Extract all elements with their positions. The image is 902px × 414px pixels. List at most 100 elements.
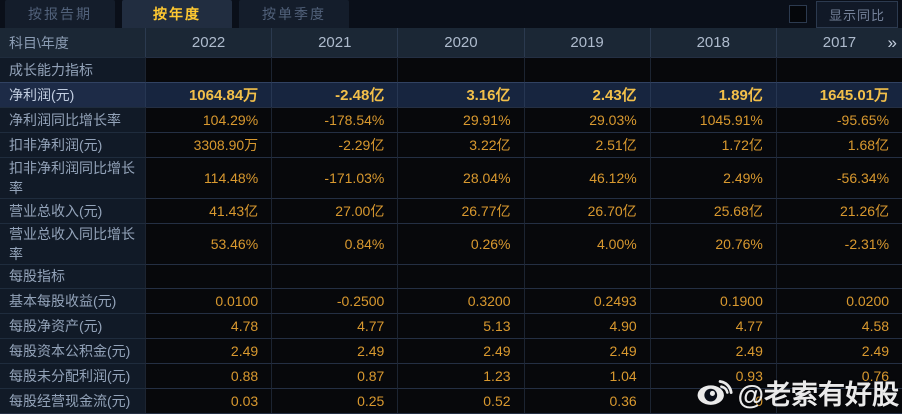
- value-cell: 0.87: [271, 363, 398, 389]
- row-label: 每股资本公积金(元): [0, 338, 145, 364]
- value-cell: 0.0200: [775, 288, 902, 314]
- value-cell: 4.77: [271, 313, 398, 339]
- value-cell: -2.31%: [775, 222, 902, 264]
- value-cell: 1645.01万: [775, 81, 902, 107]
- value-cell: 0: [649, 388, 776, 413]
- year-column-header[interactable]: 2018: [649, 28, 776, 57]
- value-cell: 0.0100: [145, 288, 272, 314]
- value-cell: [775, 263, 902, 289]
- row-label: 扣非净利润(元): [0, 131, 145, 157]
- value-cell: 26.77亿: [397, 197, 524, 223]
- value-cell: 1.72亿: [649, 131, 776, 157]
- value-cell: 29.03%: [523, 106, 650, 132]
- value-cell: 1045.91%: [649, 106, 776, 132]
- value-cell: 4.77: [649, 313, 776, 339]
- value-cell: 27.00亿: [271, 197, 398, 223]
- value-cell: 2.49: [649, 338, 776, 364]
- row-label: 基本每股收益(元): [0, 288, 145, 314]
- value-cell: -0.2500: [271, 288, 398, 314]
- value-cell: -56.34%: [775, 156, 902, 198]
- value-cell: 2.49%: [649, 156, 776, 198]
- value-cell: 2.49: [775, 338, 902, 364]
- indicator-row: 营业总收入(元) 41.43亿 27.00亿 26.77亿 26.70亿 25.68亿 21…: [0, 197, 902, 223]
- year-column-header[interactable]: 2020: [397, 28, 523, 57]
- tabbar-right-controls: 显示同比: [788, 0, 902, 28]
- value-cell: -95.65%: [775, 106, 902, 132]
- indicator-row: 净利润同比增长率 104.29% -178.54% 29.91% 29.03% 1045.…: [0, 106, 902, 132]
- value-cell: 26.70亿: [523, 197, 650, 223]
- value-cell: 4.58: [775, 313, 902, 339]
- value-cell: 1.23: [397, 363, 524, 389]
- value-cell: -2.48亿: [271, 81, 398, 107]
- value-cell: [271, 57, 398, 82]
- year-column-header[interactable]: 2017: [775, 28, 902, 57]
- section-header-row: 成长能力指标: [0, 57, 902, 82]
- value-cell: 2.43亿: [523, 81, 650, 107]
- value-cell: 21.26亿: [775, 197, 902, 223]
- value-cell: 2.49: [271, 338, 398, 364]
- row-label: 净利润(元): [0, 81, 145, 107]
- value-cell: 0.1900: [649, 288, 776, 314]
- corner-header: 科目\年度: [9, 34, 69, 51]
- value-cell: [775, 57, 902, 82]
- section-header-row: 每股指标: [0, 263, 902, 289]
- indicator-row: 营业总收入同比增长率 53.46% 0.84% 0.26% 4.00% 20.76% -2.…: [0, 222, 902, 264]
- value-cell: 1.89亿: [649, 81, 776, 107]
- value-cell: 0.3200: [397, 288, 524, 314]
- tab-report-period[interactable]: 按报告期: [5, 0, 115, 28]
- indicator-row: 每股资本公积金(元) 2.49 2.49 2.49 2.49 2.49 2.49: [0, 338, 902, 364]
- value-cell: 4.78: [145, 313, 272, 339]
- value-cell: 4.00%: [523, 222, 650, 264]
- value-cell: -171.03%: [271, 156, 398, 198]
- value-cell: 0.03: [145, 388, 272, 413]
- row-label: 营业总收入(元): [0, 197, 145, 223]
- value-cell: 28.04%: [397, 156, 524, 198]
- year-column-header[interactable]: 2022: [145, 28, 271, 57]
- value-cell: [523, 57, 650, 82]
- value-cell: [649, 57, 776, 82]
- tab-by-quarter[interactable]: 按单季度: [239, 0, 349, 28]
- value-cell: 1.04: [523, 363, 650, 389]
- value-cell: [649, 263, 776, 289]
- value-cell: -178.54%: [271, 106, 398, 132]
- show-yoy-toggle-button[interactable]: 显示同比: [815, 0, 898, 28]
- value-cell: 0.36: [523, 388, 650, 413]
- value-cell: -2.29亿: [271, 131, 398, 157]
- indicator-row: 扣非净利润同比增长率 114.48% -171.03% 28.04% 46.12% 2.4…: [0, 156, 902, 198]
- year-column-header[interactable]: 2019: [523, 28, 650, 57]
- value-cell: 0.2493: [523, 288, 650, 314]
- value-cell: 3.16亿: [397, 81, 524, 107]
- indicator-row: 扣非净利润(元) 3308.90万 -2.29亿 3.22亿 2.51亿 1.72亿 1.6…: [0, 131, 902, 157]
- more-years-icon[interactable]: »: [887, 32, 898, 52]
- row-label: 每股净资产(元): [0, 313, 145, 339]
- value-cell: [397, 263, 524, 289]
- indicator-row: 基本每股收益(元) 0.0100 -0.2500 0.3200 0.2493 0.1900…: [0, 288, 902, 314]
- value-cell: 0.93: [649, 363, 776, 389]
- value-cell: 2.51亿: [523, 131, 650, 157]
- show-yoy-checkbox[interactable]: [788, 5, 807, 23]
- value-cell: 25.68亿: [649, 197, 776, 223]
- value-cell: 20.76%: [649, 222, 776, 264]
- value-cell: 2.49: [145, 338, 272, 364]
- value-cell: 29.91%: [397, 106, 524, 132]
- value-cell: [271, 263, 398, 289]
- value-cell: 0.84%: [271, 222, 398, 264]
- indicator-row: 净利润(元) 1064.84万 -2.48亿 3.16亿 2.43亿 1.89亿 1645.…: [0, 81, 902, 107]
- value-cell: 1064.84万: [145, 81, 272, 107]
- value-cell: 5.13: [397, 313, 524, 339]
- row-label: 每股指标: [0, 263, 145, 289]
- row-label: 每股未分配利润(元): [0, 363, 145, 389]
- table-header-row: 科目\年度 2022 2021 2020 2019 2018 2017»: [0, 28, 902, 57]
- year-column-header[interactable]: 2021: [271, 28, 397, 57]
- value-cell: 0.25: [271, 388, 398, 413]
- value-cell: [145, 57, 272, 82]
- indicator-row: 每股经营现金流(元) 0.03 0.25 0.52 0.36 0: [0, 388, 902, 414]
- value-cell: 2.49: [397, 338, 524, 364]
- value-cell: 3308.90万: [145, 131, 272, 157]
- value-cell: [145, 263, 272, 289]
- value-cell: 3.22亿: [397, 131, 524, 157]
- value-cell: 1.68亿: [775, 131, 902, 157]
- tab-by-year[interactable]: 按年度: [122, 0, 232, 28]
- value-cell: 114.48%: [145, 156, 272, 198]
- value-cell: 2.49: [523, 338, 650, 364]
